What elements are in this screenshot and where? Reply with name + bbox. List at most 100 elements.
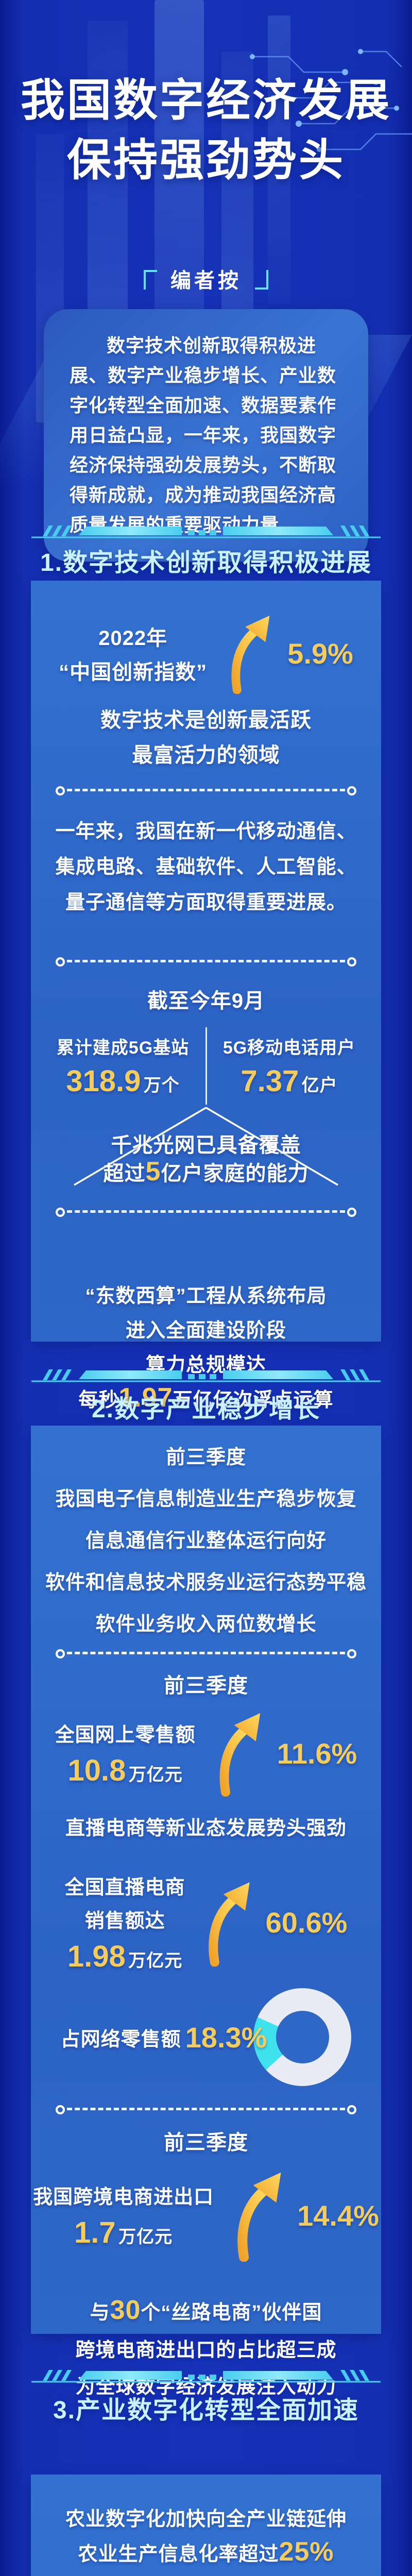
growth-arrow-icon xyxy=(208,1882,250,1967)
dashed-divider xyxy=(56,957,356,967)
section1-header: 1.数字技术创新取得积极进展 xyxy=(0,542,412,578)
overview-line2: 信息通信行业整体运行向好 xyxy=(85,1530,327,1552)
g5-date: 截至今年9月 xyxy=(147,990,265,1012)
overview-date: 前三季度 xyxy=(165,1447,246,1468)
crossborder-stat-row: 我国跨境电商进出口 1.7 万亿元 14.4% xyxy=(31,2169,381,2262)
tech-divider xyxy=(31,2370,381,2383)
agriculture-num: 25% xyxy=(279,2537,334,2567)
overview-line4: 软件业务收入两位数增长 xyxy=(95,1614,317,1635)
skyline-bar xyxy=(268,15,290,304)
editor-note-text: 数字技术创新取得积极进展、数字产业稳步增长、产业数字化转型全面加速、数据要素作用… xyxy=(70,335,337,535)
agriculture-block: 农业数字化加快向全产业链延伸 农业生产信息化率超过25% xyxy=(31,2475,381,2567)
innovation-year: 2022年 xyxy=(98,627,168,650)
dashed-divider xyxy=(56,786,356,795)
computing-block: “东数西算”工程从系统布局 进入全面建设阶段 算力总规模达 每秒1.97万亿亿次… xyxy=(31,1280,381,1413)
innovation-stat-row: 2022年 “中国创新指数” 5.9% xyxy=(31,581,381,694)
retail-date: 前三季度 xyxy=(164,1674,248,1697)
section1-card: 2022年 “中国创新指数” 5.9% 数字技术是创新最活跃 最富活力的领域 一… xyxy=(31,581,381,1413)
innovation-line1: 数字技术是创新最活跃 xyxy=(100,709,312,732)
innovation-index-label: “中国创新指数” xyxy=(59,661,208,684)
industry-overview-block: 前三季度 我国电子信息制造业生产稳步恢复 信息通信行业整体运行向好 软件和信息技… xyxy=(31,1426,381,1636)
g5-columns: 累计建成5G基站 318.9 万个 5G移动电话用户 7.37 亿户 xyxy=(31,1027,381,1105)
tech-divider xyxy=(31,526,381,538)
fiber-line2: 超过5亿户家庭的能力 xyxy=(31,1156,381,1187)
page-title-text2: 保持强劲势头 xyxy=(67,135,345,185)
growth-arrow-icon xyxy=(231,615,270,694)
branch-lines-icon xyxy=(74,1107,338,1186)
retail-unit: 万亿元 xyxy=(128,1765,183,1785)
innovation-labels: 2022年 “中国创新指数” xyxy=(59,621,207,685)
tech-progress-block: 一年来，我国在新一代移动通信、 集成电路、基础软件、人工智能、 量子通信等方面取… xyxy=(31,815,381,914)
silkroad-line2: 跨境电商进出口的占比超三成 xyxy=(75,2340,337,2361)
g5-block: 截至今年9月 累计建成5G基站 318.9 万个 5G移动电话用户 7.37 亿… xyxy=(31,984,381,1197)
overview-line3: 软件和信息技术服务业运行态势平稳 xyxy=(45,1572,367,1594)
section1-header-text: 1.数字技术创新取得积极进展 xyxy=(40,549,372,577)
crossborder-value: 1.7 xyxy=(74,2216,116,2249)
fiber-branch-block: 千兆光网已具备覆盖 超过5亿户家庭的能力 xyxy=(31,1107,381,1197)
computing-post: 万亿亿次浮点运算 xyxy=(173,1389,334,1411)
computing-line1: “东数西算”工程从系统布局 xyxy=(85,1285,327,1307)
agriculture-pre: 农业生产信息化率超过 xyxy=(78,2544,279,2565)
computing-num: 1.97 xyxy=(118,1383,173,1413)
crossborder-labels: 我国跨境电商进出口 1.7 万亿元 xyxy=(33,2181,214,2250)
agriculture-line2: 农业生产信息化率超过25% xyxy=(31,2536,381,2567)
bracket-right-icon xyxy=(255,270,268,290)
livestream-growth-pct: 60.6% xyxy=(265,1906,348,1939)
bracket-left-icon xyxy=(144,270,157,290)
circuit-pattern xyxy=(250,49,412,152)
computing-pre: 每秒 xyxy=(78,1389,119,1411)
livestream-labels: 全国直播电商 销售额达 1.98 万亿元 xyxy=(65,1871,185,1974)
tech-divider xyxy=(31,1369,381,1382)
growth-arrow-icon xyxy=(219,1713,260,1797)
section2-card: 前三季度 我国电子信息制造业生产稳步恢复 信息通信行业整体运行向好 软件和信息技… xyxy=(31,1426,381,2398)
livestream-label2: 销售额达 xyxy=(84,1910,165,1932)
retail-value: 10.8 xyxy=(67,1754,126,1787)
g5-right-col: 5G移动电话用户 7.37 亿户 xyxy=(207,1027,372,1105)
fiber-pre: 超过 xyxy=(103,1162,146,1185)
silkroad-post: 个“丝路电商”伙伴国 xyxy=(141,2302,322,2324)
g5-users-unit: 亿户 xyxy=(301,1076,338,1095)
overview-line1: 我国电子信息制造业生产稳步恢复 xyxy=(55,1488,357,1510)
livestream-label1: 全国直播电商 xyxy=(64,1877,185,1899)
progress-line3: 量子通信等方面取得重要进展。 xyxy=(65,892,347,913)
computing-line4: 每秒1.97万亿亿次浮点运算 xyxy=(31,1382,381,1413)
crossborder-label: 我国跨境电商进出口 xyxy=(33,2187,214,2208)
editor-note-card: 数字技术创新取得积极进展、数字产业稳步增长、产业数字化转型全面加速、数据要素作用… xyxy=(44,309,368,562)
retail-stat-row: 全国网上零售额 10.8 万亿元 11.6% xyxy=(31,1710,381,1797)
g5-users-label: 5G移动电话用户 xyxy=(222,1038,356,1058)
agriculture-line1: 农业数字化加快向全产业链延伸 xyxy=(65,2509,347,2530)
g5-base-stations-unit: 万个 xyxy=(143,1076,180,1095)
livestream-value: 1.98 xyxy=(67,1940,126,1973)
crossborder-growth-pct: 14.4% xyxy=(297,2199,379,2232)
computing-line2: 进入全面建设阶段 xyxy=(125,1320,286,1342)
online-retail-block: 前三季度 全国网上零售额 10.8 万亿元 11.6% 直播电商等新业态发展势头… xyxy=(31,1669,381,1840)
livestream-share-label: 占网络零售额 xyxy=(60,2028,181,2050)
crossborder-unit: 万亿元 xyxy=(118,2227,173,2247)
livestream-share-donut xyxy=(253,1988,352,2086)
retail-labels: 全国网上零售额 10.8 万亿元 xyxy=(55,1719,196,1788)
crossborder-date: 前三季度 xyxy=(164,2131,248,2154)
livestream-unit: 万亿元 xyxy=(128,1951,183,1971)
retail-label: 全国网上零售额 xyxy=(55,1724,196,1746)
section2-header: 2.数字产业稳步增长 xyxy=(0,1388,412,1425)
progress-line2: 集成电路、基础软件、人工智能、 xyxy=(55,856,357,878)
page-title-text1: 我国数字经济发展 xyxy=(21,76,391,125)
crossborder-block: 前三季度 我国跨境电商进出口 1.7 万亿元 14.4% 与30个“丝路电商”伙… xyxy=(31,2126,381,2399)
livestream-share-pct: 18.3% xyxy=(185,2021,267,2054)
vertical-separator xyxy=(205,1027,207,1105)
dashed-divider xyxy=(56,1649,356,1658)
fiber-num: 5 xyxy=(145,1157,161,1187)
silkroad-line1: 与30个“丝路电商”伙伴国 xyxy=(31,2295,381,2326)
fiber-post: 亿户家庭的能力 xyxy=(161,1162,309,1185)
page-title-line1: 我国数字经济发展 xyxy=(0,78,412,123)
section3-card: 农业数字化加快向全产业链延伸 农业生产信息化率超过25% 数字技术与制造业渗透融… xyxy=(31,2475,381,2576)
g5-base-stations-label: 累计建成5G基站 xyxy=(56,1038,190,1058)
g5-base-stations-value: 318.9 xyxy=(66,1064,141,1098)
growth-arrow-icon xyxy=(237,2172,281,2262)
page-title-line2: 保持强劲势头 xyxy=(0,138,412,182)
dashed-divider xyxy=(56,2105,356,2114)
fiber-line1: 千兆光网已具备覆盖 xyxy=(111,1134,301,1157)
section2-header-text: 2.数字产业稳步增长 xyxy=(91,1396,321,1423)
dashed-divider xyxy=(56,1208,356,1217)
editor-note-label-text: 编者按 xyxy=(170,269,242,292)
